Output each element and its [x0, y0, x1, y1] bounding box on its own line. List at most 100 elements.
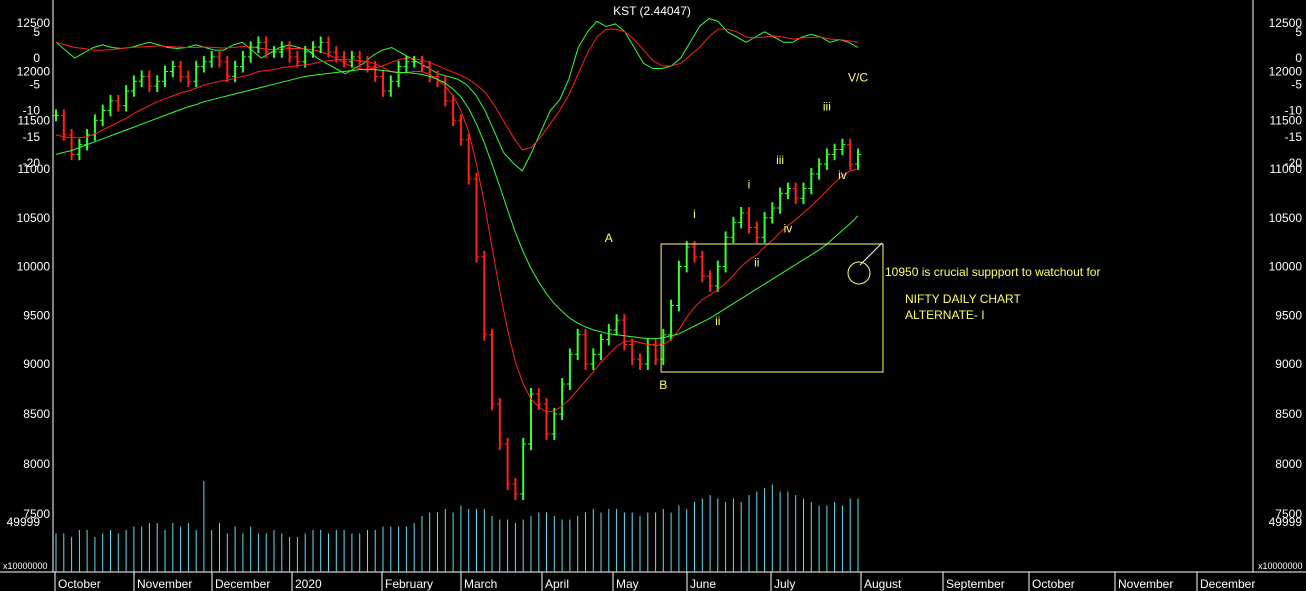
month-label: November: [137, 577, 192, 591]
price-bar: [512, 478, 519, 500]
price-bar: [792, 182, 799, 205]
month-label: October: [1032, 577, 1075, 591]
month-label: February: [385, 577, 433, 591]
price-left-tick: 12000: [17, 65, 51, 79]
price-bar: [419, 55, 425, 73]
price-bar: [76, 138, 83, 161]
price-bar: [247, 41, 254, 63]
price-bar: [714, 260, 721, 292]
price-left-tick: 10500: [17, 211, 51, 225]
price-bar: [683, 241, 690, 273]
kst-left-tick: -5: [29, 77, 40, 91]
price-left-tick: 12500: [17, 16, 51, 30]
price-bar: [169, 60, 176, 78]
price-right-tick: 9000: [1275, 357, 1302, 371]
wave-label: ii: [754, 256, 759, 270]
price-bar: [53, 109, 59, 122]
kst-panel: [55, 18, 859, 172]
price-bar: [761, 211, 768, 244]
zoom-box: [660, 243, 884, 373]
price-bar: [387, 75, 394, 97]
price-bar: [769, 202, 776, 224]
price-right-tick: 8000: [1275, 457, 1302, 471]
price-left-tick: 10000: [17, 260, 51, 274]
price-bar: [263, 36, 270, 58]
price-bar: [325, 36, 332, 58]
price-bar: [255, 36, 262, 53]
wave-label: i: [693, 207, 696, 221]
price-bar: [777, 187, 784, 214]
month-label: August: [864, 577, 902, 591]
kst-title: KST (2.44047): [613, 4, 691, 18]
wave-label: iii: [776, 153, 784, 167]
price-bar: [426, 60, 433, 83]
price-bar: [465, 133, 472, 185]
kst-right-tick: -15: [1285, 130, 1303, 144]
ma-slow-line: [55, 69, 859, 340]
price-bar: [239, 51, 246, 73]
price-right-tick: 12000: [1269, 65, 1303, 79]
left-volume-scale-label: x10000000: [3, 561, 48, 571]
price-bar: [613, 314, 620, 336]
price-bar: [107, 94, 114, 117]
price-bar: [193, 60, 200, 88]
price-bar: [816, 158, 823, 180]
price-bar: [302, 46, 309, 68]
price-bar: [411, 55, 418, 68]
month-label: April: [545, 577, 569, 591]
price-bar: [395, 60, 402, 88]
price-bar: [442, 75, 449, 107]
wave-label: i: [748, 178, 751, 192]
wave-label: V/C: [848, 70, 868, 84]
alternate-note: ALTERNATE- I: [905, 308, 985, 322]
wave-label: iv: [784, 221, 793, 235]
kst-right-tick: 5: [1295, 25, 1302, 39]
price-bar: [310, 41, 316, 58]
price-bar: [162, 65, 168, 88]
price-left-tick: 8000: [23, 457, 50, 471]
projection-line: [859, 242, 883, 266]
price-bar: [450, 94, 457, 127]
month-label: July: [774, 577, 795, 591]
month-label: October: [58, 577, 101, 591]
month-label: May: [616, 577, 639, 591]
price-bar: [286, 41, 293, 63]
price-right-tick: 7500: [1275, 507, 1302, 521]
price-bar: [278, 41, 285, 58]
volume-right-tick: 49999: [1269, 515, 1303, 529]
price-bar: [652, 338, 659, 365]
price-left-tick: 11500: [18, 113, 51, 127]
price-bar: [691, 241, 698, 263]
price-bar: [84, 129, 91, 151]
price-bar: [855, 148, 861, 170]
month-label: December: [1200, 577, 1255, 591]
price-bar: [68, 129, 75, 161]
price-bar: [784, 182, 791, 200]
support-circle: [847, 261, 871, 285]
price-bar: [317, 36, 324, 53]
wave-label: B: [659, 378, 667, 392]
price-bar: [753, 221, 760, 244]
chart-title-note: NIFTY DAILY CHART: [905, 292, 1021, 306]
price-bar: [582, 328, 589, 370]
price-bar: [146, 70, 153, 92]
price-bar: [473, 172, 480, 263]
wave-label: iii: [823, 100, 831, 114]
price-bar: [224, 55, 231, 83]
month-label: September: [946, 577, 1005, 591]
price-bar: [590, 348, 597, 370]
price-bar: [668, 299, 675, 341]
price-bar: [699, 250, 706, 283]
price-bar: [154, 75, 161, 92]
month-label: November: [1118, 577, 1173, 591]
price-bar: [574, 328, 581, 361]
month-label: June: [690, 577, 716, 591]
price-bar: [800, 182, 807, 205]
kst-right-tick: 0: [1295, 51, 1302, 65]
price-left-tick: 9000: [23, 357, 50, 371]
price-right-tick: 12500: [1269, 16, 1303, 30]
price-right-tick: 10500: [1269, 211, 1303, 225]
price-left-tick: 9500: [23, 308, 50, 322]
